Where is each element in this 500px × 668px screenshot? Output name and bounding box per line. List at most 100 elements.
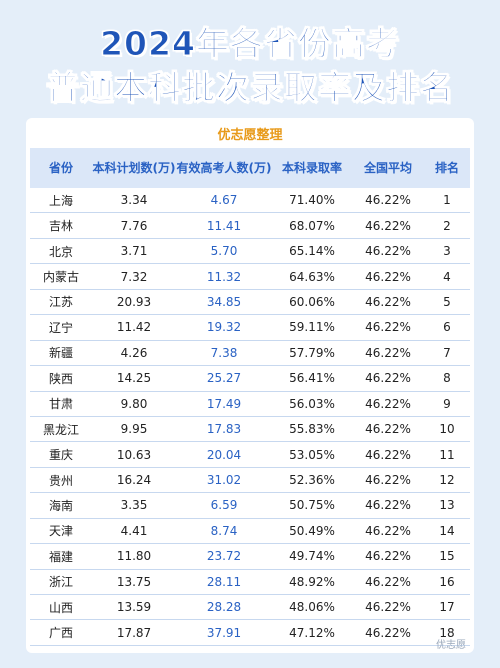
cell-valid: 5.70 — [176, 238, 272, 265]
cell-rate: 55.83% — [272, 416, 352, 443]
cell-rate: 48.06% — [272, 594, 352, 621]
cell-rank: 5 — [424, 289, 470, 316]
cell-valid: 31.02 — [176, 467, 272, 494]
cell-rank: 14 — [424, 518, 470, 545]
table-row: 广西 17.87 37.91 47.12% 46.22% 18 — [30, 619, 470, 646]
header-rate: 本科录取率 — [272, 148, 352, 188]
cell-plan: 9.80 — [92, 391, 176, 417]
cell-rank: 2 — [424, 212, 470, 239]
table-row: 吉林 7.76 11.41 68.07% 46.22% 2 — [30, 212, 470, 239]
cell-province: 海南 — [30, 492, 92, 519]
cell-plan: 4.26 — [92, 340, 176, 367]
cell-rate: 68.07% — [272, 212, 352, 239]
cell-province: 上海 — [30, 188, 92, 214]
cell-province: 陕西 — [30, 365, 92, 392]
table-header-row: 省份 本科计划数(万) 有效高考人数(万) 本科录取率 全国平均 排名 — [30, 148, 470, 188]
cell-province: 天津 — [30, 518, 92, 545]
table-row: 北京 3.71 5.70 65.14% 46.22% 3 — [30, 238, 470, 265]
cell-valid: 28.11 — [176, 569, 272, 596]
cell-rank: 9 — [424, 391, 470, 417]
cell-rate: 50.75% — [272, 492, 352, 519]
cell-plan: 20.93 — [92, 289, 176, 316]
cell-valid: 11.32 — [176, 263, 272, 290]
cell-province: 广西 — [30, 619, 92, 646]
cell-rate: 53.05% — [272, 441, 352, 468]
cell-province: 北京 — [30, 238, 92, 265]
header-plan: 本科计划数(万) — [92, 148, 176, 188]
header-province: 省份 — [30, 148, 92, 188]
cell-rank: 15 — [424, 543, 470, 570]
cell-province: 内蒙古 — [30, 263, 92, 290]
cell-province: 重庆 — [30, 441, 92, 468]
table-card: 优志愿整理 省份 本科计划数(万) 有效高考人数(万) 本科录取率 全国平均 排… — [26, 118, 474, 653]
cell-plan: 3.71 — [92, 238, 176, 265]
cell-province: 黑龙江 — [30, 416, 92, 443]
table-row: 内蒙古 7.32 11.32 64.63% 46.22% 4 — [30, 263, 470, 290]
header-avg: 全国平均 — [352, 148, 424, 188]
header-valid: 有效高考人数(万) — [176, 148, 272, 188]
table-row: 山西 13.59 28.28 48.06% 46.22% 17 — [30, 594, 470, 621]
cell-rate: 48.92% — [272, 569, 352, 596]
table-row: 重庆 10.63 20.04 53.05% 46.22% 11 — [30, 441, 470, 468]
cell-province: 江苏 — [30, 289, 92, 316]
cell-avg: 46.22% — [352, 314, 424, 341]
cell-plan: 3.35 — [92, 492, 176, 519]
cell-province: 贵州 — [30, 467, 92, 494]
cell-rank: 18 — [424, 619, 470, 646]
table-row: 新疆 4.26 7.38 57.79% 46.22% 7 — [30, 340, 470, 367]
cell-valid: 8.74 — [176, 518, 272, 545]
table-row: 上海 3.34 4.67 71.40% 46.22% 1 — [30, 188, 470, 214]
cell-valid: 6.59 — [176, 492, 272, 519]
cell-plan: 7.32 — [92, 263, 176, 290]
cell-plan: 11.42 — [92, 314, 176, 341]
cell-valid: 4.67 — [176, 188, 272, 214]
cell-avg: 46.22% — [352, 518, 424, 545]
cell-avg: 46.22% — [352, 391, 424, 417]
table-row: 甘肃 9.80 17.49 56.03% 46.22% 9 — [30, 391, 470, 417]
cell-avg: 46.22% — [352, 238, 424, 265]
cell-rank: 1 — [424, 188, 470, 214]
watermark: 优志愿 — [436, 640, 466, 651]
cell-avg: 46.22% — [352, 543, 424, 570]
cell-plan: 14.25 — [92, 365, 176, 392]
cell-plan: 17.87 — [92, 619, 176, 646]
page-title-line1: 2024年各省份高考 — [100, 24, 400, 64]
cell-rate: 49.74% — [272, 543, 352, 570]
cell-province: 吉林 — [30, 212, 92, 239]
cell-valid: 11.41 — [176, 212, 272, 239]
table-row: 黑龙江 9.95 17.83 55.83% 46.22% 10 — [30, 416, 470, 443]
cell-rate: 64.63% — [272, 263, 352, 290]
page-title-line2: 普通本科批次录取率及排名 — [46, 68, 454, 108]
cell-rate: 56.03% — [272, 391, 352, 417]
cell-plan: 16.24 — [92, 467, 176, 494]
cell-plan: 13.75 — [92, 569, 176, 596]
table-row: 陕西 14.25 25.27 56.41% 46.22% 8 — [30, 365, 470, 392]
cell-valid: 25.27 — [176, 365, 272, 392]
cell-valid: 28.28 — [176, 594, 272, 621]
cell-rank: 13 — [424, 492, 470, 519]
cell-province: 新疆 — [30, 340, 92, 367]
cell-rank: 3 — [424, 238, 470, 265]
cell-valid: 7.38 — [176, 340, 272, 367]
table-row: 贵州 16.24 31.02 52.36% 46.22% 12 — [30, 467, 470, 494]
admission-rate-table: 省份 本科计划数(万) 有效高考人数(万) 本科录取率 全国平均 排名 上海 3.… — [30, 148, 470, 646]
cell-rate: 52.36% — [272, 467, 352, 494]
cell-rate: 50.49% — [272, 518, 352, 545]
cell-plan: 10.63 — [92, 441, 176, 468]
cell-avg: 46.22% — [352, 569, 424, 596]
cell-plan: 11.80 — [92, 543, 176, 570]
cell-avg: 46.22% — [352, 365, 424, 392]
cell-rank: 6 — [424, 314, 470, 341]
cell-rate: 71.40% — [272, 188, 352, 214]
cell-rank: 4 — [424, 263, 470, 290]
cell-rank: 12 — [424, 467, 470, 494]
cell-rate: 60.06% — [272, 289, 352, 316]
cell-rate: 65.14% — [272, 238, 352, 265]
cell-province: 辽宁 — [30, 314, 92, 341]
cell-avg: 46.22% — [352, 492, 424, 519]
cell-valid: 20.04 — [176, 441, 272, 468]
cell-rank: 16 — [424, 569, 470, 596]
cell-rate: 57.79% — [272, 340, 352, 367]
cell-avg: 46.22% — [352, 594, 424, 621]
header-rank: 排名 — [424, 148, 470, 188]
